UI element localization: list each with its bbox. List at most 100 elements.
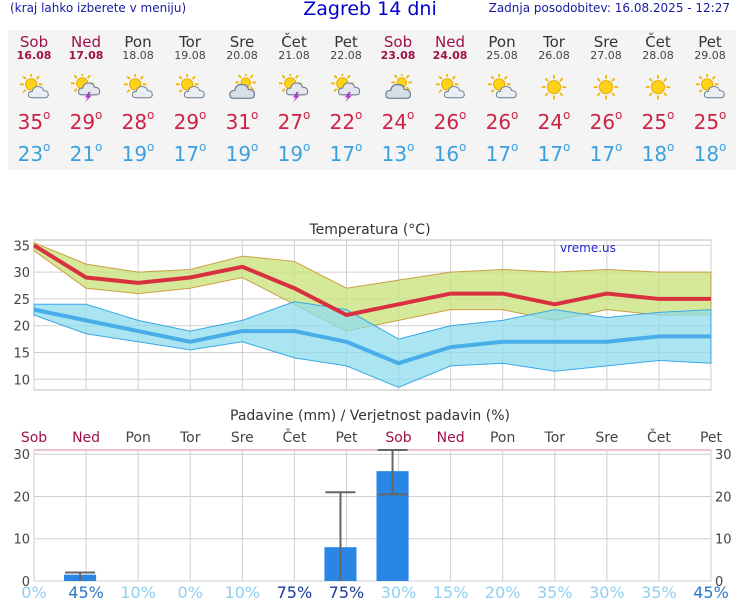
x-tick-label: Sre — [595, 430, 618, 446]
y-tick-label: 15 — [13, 347, 30, 362]
partly-cloudy-icon — [19, 74, 49, 99]
y-tick-label: 10 — [13, 373, 30, 388]
day-date: 22.08 — [330, 49, 362, 62]
temperature-chart: Temperatura (°C) 10 15 20 25 30 35 vreme.us — [13, 222, 712, 391]
y-tick-label-right: 30 — [715, 448, 732, 463]
thunderstorm-icon — [71, 74, 101, 103]
max-temperature: 29o — [173, 108, 207, 134]
day-name: Pet — [698, 33, 722, 51]
day-column: Pon 18.08 28o 19o — [112, 30, 164, 166]
day-name: Čet — [281, 33, 307, 51]
max-temperature: 26o — [589, 108, 623, 134]
sunny-icon — [541, 74, 567, 100]
thunderstorm-icon — [331, 74, 361, 103]
max-temperature: 24o — [537, 108, 571, 134]
watermark: vreme.us — [560, 241, 616, 255]
partly-cloudy-icon — [435, 74, 465, 99]
last-updated: Zadnja posodobitev: 16.08.2025 - 12:27 — [488, 1, 730, 15]
x-tick-label: Sob — [21, 430, 47, 446]
day-name: Tor — [179, 33, 201, 51]
y-tick-label-right: 10 — [715, 533, 732, 548]
precipitation-probability: 45% — [68, 583, 104, 600]
temperature-range-band — [33, 301, 712, 388]
min-temperature: 23o — [17, 140, 51, 166]
x-tick-label: Tor — [179, 430, 201, 446]
day-column: Sre 20.08 31o 19o — [216, 30, 268, 166]
day-date: 26.08 — [538, 49, 570, 62]
min-temperature: 13o — [381, 140, 415, 166]
min-temperature: 19o — [277, 140, 311, 166]
day-date: 27.08 — [590, 49, 622, 62]
day-name: Pet — [334, 33, 358, 51]
precipitation-probability: 0% — [21, 583, 46, 600]
precipitation-probability: 20% — [485, 583, 521, 600]
partly-cloudy-icon — [175, 74, 205, 99]
day-column: Tor 26.08 24o 17o — [528, 30, 580, 166]
sunny-icon — [645, 74, 671, 100]
x-tick-label: Pet — [700, 430, 723, 446]
temperature-series-line — [33, 307, 711, 366]
temperature-series-line — [32, 243, 711, 317]
partly-cloudy-icon — [695, 74, 725, 99]
min-temperature: 18o — [641, 140, 675, 166]
y-tick-label: 35 — [13, 239, 30, 254]
daily-forecast-strip: Sob 16.08 35o 23o Ned 17.08 29o 21o Pon 18.08 28o 1… — [8, 30, 736, 170]
x-tick-label: Tor — [544, 430, 566, 446]
day-name: Sre — [593, 33, 619, 51]
day-column: Pon 25.08 26o 17o — [476, 30, 528, 166]
day-name: Sob — [383, 33, 413, 51]
y-tick-label-left: 0 — [22, 575, 30, 590]
day-date: 23.08 — [380, 49, 416, 62]
min-temperature: 17o — [329, 140, 363, 166]
precipitation-chart: Padavine (mm) / Verjetnost padavin (%) So… — [13, 408, 732, 600]
day-date: 17.08 — [68, 49, 104, 62]
day-date: 18.08 — [122, 49, 154, 62]
max-temperature: 35o — [17, 108, 51, 134]
y-tick-label-right: 20 — [715, 490, 732, 505]
precipitation-probability: 30% — [589, 583, 625, 600]
day-name: Sob — [19, 33, 49, 51]
day-name: Ned — [435, 33, 465, 51]
max-temperature: 27o — [277, 108, 311, 134]
min-temperature: 17o — [485, 140, 519, 166]
cloudy-icon — [229, 74, 257, 99]
sunny-icon — [593, 74, 619, 100]
day-date: 28.08 — [642, 49, 674, 62]
x-tick-label: Pon — [490, 430, 515, 446]
y-tick-label-left: 30 — [13, 448, 30, 463]
precipitation-probability: 30% — [381, 583, 417, 600]
day-name: Sre — [229, 33, 255, 51]
day-date: 25.08 — [486, 49, 518, 62]
day-date: 29.08 — [694, 49, 726, 62]
day-name: Pon — [488, 33, 516, 51]
day-column: Čet 28.08 25o 18o — [632, 30, 684, 166]
precipitation-probability: 45% — [693, 583, 729, 600]
page-title: Zagreb 14 dni — [303, 0, 437, 20]
cloudy-icon — [385, 74, 413, 99]
x-tick-label: Pon — [125, 430, 150, 446]
x-tick-label: Čet — [647, 428, 671, 446]
x-tick-label: Ned — [437, 430, 465, 446]
temperature-chart-title: Temperatura (°C) — [308, 222, 430, 238]
day-date: 21.08 — [278, 49, 310, 62]
partly-cloudy-icon — [123, 74, 153, 99]
page-header: (kraj lahko izberete v meniju) Zagreb 14… — [0, 0, 740, 20]
max-temperature: 22o — [329, 108, 363, 134]
precipitation-probability: 0% — [178, 583, 203, 600]
precipitation-probability: 15% — [433, 583, 469, 600]
min-temperature: 21o — [69, 140, 103, 166]
y-tick-label: 30 — [13, 266, 30, 281]
precipitation-probability: 10% — [225, 583, 261, 600]
day-name: Tor — [543, 33, 565, 51]
location-note[interactable]: (kraj lahko izberete v meniju) — [10, 1, 187, 15]
x-tick-label: Pet — [335, 430, 358, 446]
min-temperature: 18o — [693, 140, 727, 166]
day-column: Pet 22.08 22o 17o — [320, 30, 372, 166]
min-temperature: 17o — [589, 140, 623, 166]
day-date: 16.08 — [16, 49, 52, 62]
day-column: Ned 17.08 29o 21o — [60, 30, 112, 166]
min-temperature: 16o — [433, 140, 467, 166]
max-temperature: 25o — [641, 108, 675, 134]
day-column: Sob 16.08 35o 23o — [8, 30, 60, 166]
day-column: Tor 19.08 29o 17o — [164, 30, 216, 166]
